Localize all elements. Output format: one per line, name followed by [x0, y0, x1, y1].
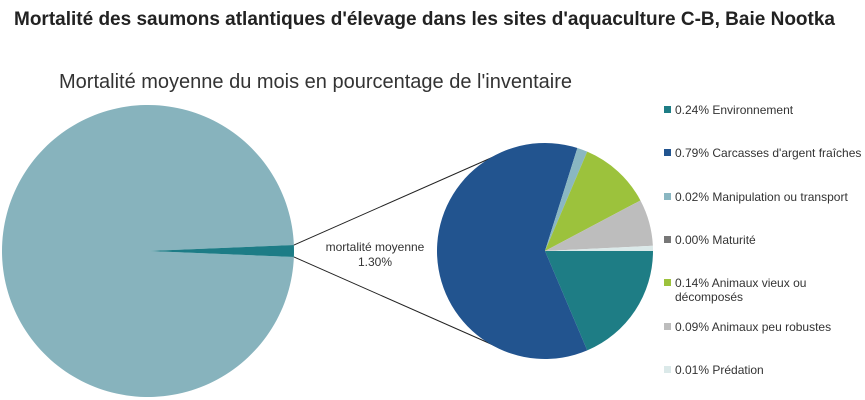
breakdown-slice-1 [545, 251, 653, 351]
legend-label: 0.14% Animaux vieux ou décomposés [675, 276, 807, 304]
legend-swatch [664, 366, 671, 373]
legend-label: 0.09% Animaux peu robustes [675, 320, 832, 334]
main-pie-slice-remaining [2, 105, 294, 398]
legend-label: 0.01% Prédation [675, 363, 764, 377]
legend-swatch [664, 106, 671, 113]
main-pie-slice-mortality [148, 245, 295, 257]
main-pie-data-label: mortalité moyenne 1.30% [300, 240, 450, 270]
legend-item: 0.79% Carcasses d'argent fraîches [664, 146, 862, 160]
legend-label: 0.02% Manipulation ou transport [675, 190, 848, 204]
connector-line-bottom [293, 256, 501, 349]
legend-swatch [664, 279, 671, 286]
connector-lines [293, 153, 501, 349]
legend-label: 0.79% Carcasses d'argent fraîches [675, 146, 862, 160]
legend-swatch [664, 323, 671, 330]
breakdown-slice-6 [545, 200, 653, 251]
breakdown-slice-3 [545, 147, 588, 251]
breakdown-slice-2 [437, 143, 588, 359]
legend-item: 0.09% Animaux peu robustes [664, 320, 862, 334]
breakdown-slice-5 [545, 151, 641, 251]
legend-swatch [664, 149, 671, 156]
legend-item: 0.14% Animaux vieux ou décomposés [664, 276, 862, 304]
legend-label: 0.24% Environnement [675, 103, 794, 117]
center-label-value: 1.30% [357, 255, 393, 269]
legend-label: 0.00% Maturité [675, 233, 756, 247]
breakdown-pie [437, 143, 653, 359]
connector-line-top [293, 153, 501, 246]
legend-item: 0.01% Prédation [664, 363, 862, 377]
breakdown-slice-7 [545, 245, 653, 251]
legend-item: 0.02% Manipulation ou transport [664, 190, 862, 204]
legend-swatch [664, 193, 671, 200]
main-pie [2, 105, 295, 398]
chart-title: Mortalité des saumons atlantiques d'élev… [14, 9, 835, 30]
center-label-text: mortalité moyenne [325, 240, 425, 254]
chart-subtitle: Mortalité moyenne du mois en pourcentage… [59, 71, 573, 93]
legend-item: 0.00% Maturité [664, 233, 862, 247]
legend-item: 0.24% Environnement [664, 103, 862, 117]
legend-swatch [664, 236, 671, 243]
